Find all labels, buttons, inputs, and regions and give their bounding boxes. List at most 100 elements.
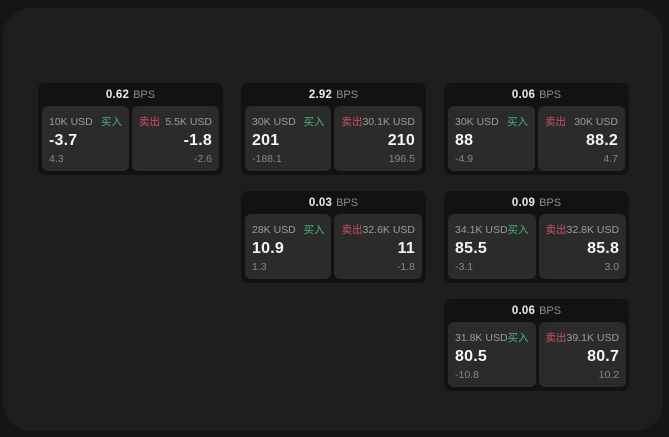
sell-delta: -2.6 xyxy=(193,153,212,165)
sell-panel[interactable]: 卖出 39.1K USD 80.7 10.2 xyxy=(538,322,627,387)
panels: 34.1K USD 买入 85.5 -3.1 卖出 32.8K USD 85.8… xyxy=(444,212,629,283)
sell-price: 88.2 xyxy=(586,132,618,150)
buy-panel-top: 34.1K USD 买入 xyxy=(455,222,529,237)
panels: 28K USD 买入 10.9 1.3 卖出 32.6K USD 11 -1.8 xyxy=(241,212,426,283)
buy-panel-top: 31.8K USD 买入 xyxy=(455,330,529,345)
buy-size: 34.1K USD xyxy=(455,223,508,236)
buy-panel-top: 30K USD 买入 xyxy=(252,114,324,129)
sell-label: 卖出 xyxy=(341,224,363,236)
sell-panel[interactable]: 卖出 30.1K USD 210 196.5 xyxy=(334,106,422,171)
panels: 31.8K USD 买入 80.5 -10.8 卖出 39.1K USD 80.… xyxy=(444,320,629,391)
buy-panel-top: 30K USD 买入 xyxy=(455,114,528,129)
quote-card: 0.03 BPS 28K USD 买入 10.9 1.3 卖出 32.6K US… xyxy=(241,191,426,283)
sell-label: 卖出 xyxy=(341,116,363,128)
buy-label: 买入 xyxy=(507,116,528,128)
buy-size: 31.8K USD xyxy=(455,331,508,344)
bps-value: 0.09 xyxy=(511,197,536,209)
sell-delta: 4.7 xyxy=(603,153,618,165)
buy-label: 买入 xyxy=(507,224,529,236)
sell-label: 卖出 xyxy=(545,332,567,344)
sell-size: 5.5K USD xyxy=(165,115,212,128)
buy-label: 买入 xyxy=(507,332,529,344)
card-header: 0.03 BPS xyxy=(241,191,426,212)
buy-panel[interactable]: 10K USD 买入 -3.7 4.3 xyxy=(42,106,129,171)
buy-price: -3.7 xyxy=(49,132,78,150)
buy-price: 201 xyxy=(252,132,280,150)
sell-label: 卖出 xyxy=(139,116,160,128)
sell-label: 卖出 xyxy=(545,116,566,128)
buy-size: 30K USD xyxy=(455,115,499,128)
bps-unit-label: BPS xyxy=(336,89,359,101)
sell-size: 30.1K USD xyxy=(362,115,415,128)
card-header: 0.62 BPS xyxy=(38,83,223,104)
sell-panel-top: 卖出 32.6K USD xyxy=(341,222,415,237)
sell-panel-top: 卖出 30.1K USD xyxy=(341,114,415,129)
bps-unit-label: BPS xyxy=(336,197,359,209)
sell-size: 30K USD xyxy=(574,115,618,128)
buy-size: 28K USD xyxy=(252,223,296,236)
sell-delta: -1.8 xyxy=(396,261,415,273)
bps-value: 0.03 xyxy=(308,197,333,209)
sell-delta: 3.0 xyxy=(604,261,620,273)
buy-price: 10.9 xyxy=(252,240,284,258)
sell-panel-top: 卖出 5.5K USD xyxy=(139,114,212,129)
sell-price: -1.8 xyxy=(183,132,212,150)
panels: 10K USD 买入 -3.7 4.3 卖出 5.5K USD -1.8 -2.… xyxy=(38,104,223,175)
sell-panel[interactable]: 卖出 30K USD 88.2 4.7 xyxy=(538,106,625,171)
buy-label: 买入 xyxy=(303,224,325,236)
buy-price: 85.5 xyxy=(455,240,487,258)
quote-card: 2.92 BPS 30K USD 买入 201 -188.1 卖出 30.1K … xyxy=(241,83,426,175)
sell-size: 39.1K USD xyxy=(566,331,620,344)
buy-panel[interactable]: 30K USD 买入 201 -188.1 xyxy=(245,106,332,171)
buy-panel[interactable]: 28K USD 买入 10.9 1.3 xyxy=(245,214,332,279)
sell-delta: 10.2 xyxy=(598,369,620,381)
buy-delta: 4.3 xyxy=(49,153,64,165)
buy-label: 买入 xyxy=(101,116,122,128)
buy-panel[interactable]: 30K USD 买入 88 -4.9 xyxy=(448,106,535,171)
sell-delta: 196.5 xyxy=(388,153,415,165)
card-header: 0.06 BPS xyxy=(444,83,629,104)
bps-unit-label: BPS xyxy=(539,89,562,101)
buy-delta: 1.3 xyxy=(252,261,267,273)
buy-delta: -188.1 xyxy=(252,153,282,165)
card-header: 0.06 BPS xyxy=(444,299,629,320)
quote-card: 0.06 BPS 30K USD 买入 88 -4.9 卖出 30K USD xyxy=(444,83,629,175)
panels: 30K USD 买入 88 -4.9 卖出 30K USD 88.2 4.7 xyxy=(444,104,629,175)
sell-size: 32.6K USD xyxy=(362,223,415,236)
buy-size: 30K USD xyxy=(252,115,296,128)
quote-card: 0.06 BPS 31.8K USD 买入 80.5 -10.8 卖出 39.1… xyxy=(444,299,629,391)
app-container: 0.62 BPS 10K USD 买入 -3.7 4.3 卖出 5.5K USD xyxy=(3,8,663,431)
card-header: 0.09 BPS xyxy=(444,191,629,212)
quote-grid: 0.62 BPS 10K USD 买入 -3.7 4.3 卖出 5.5K USD xyxy=(3,8,663,391)
panels: 30K USD 买入 201 -188.1 卖出 30.1K USD 210 1… xyxy=(241,104,426,175)
bps-unit-label: BPS xyxy=(539,197,562,209)
bps-value: 0.62 xyxy=(105,89,130,101)
sell-panel[interactable]: 卖出 32.6K USD 11 -1.8 xyxy=(334,214,422,279)
buy-delta: -4.9 xyxy=(455,153,474,165)
sell-panel[interactable]: 卖出 32.8K USD 85.8 3.0 xyxy=(538,214,627,279)
bps-unit-label: BPS xyxy=(539,305,562,317)
buy-size: 10K USD xyxy=(49,115,93,128)
quote-card: 0.09 BPS 34.1K USD 买入 85.5 -3.1 卖出 32.8K… xyxy=(444,191,629,283)
buy-price: 80.5 xyxy=(455,348,487,366)
buy-delta: -3.1 xyxy=(455,261,474,273)
buy-delta: -10.8 xyxy=(455,369,479,381)
sell-price: 80.7 xyxy=(587,348,620,366)
buy-panel-top: 10K USD 买入 xyxy=(49,114,122,129)
sell-price: 11 xyxy=(397,240,415,258)
sell-panel-top: 卖出 32.8K USD xyxy=(546,222,620,237)
buy-panel-top: 28K USD 买入 xyxy=(252,222,324,237)
bps-value: 0.06 xyxy=(511,305,536,317)
bps-unit-label: BPS xyxy=(133,89,156,101)
buy-panel[interactable]: 34.1K USD 买入 85.5 -3.1 xyxy=(448,214,536,279)
sell-panel-top: 卖出 39.1K USD xyxy=(546,330,620,345)
sell-price: 85.8 xyxy=(587,240,620,258)
buy-price: 88 xyxy=(455,132,474,150)
buy-label: 买入 xyxy=(303,116,325,128)
sell-price: 210 xyxy=(387,132,415,150)
buy-panel[interactable]: 31.8K USD 买入 80.5 -10.8 xyxy=(448,322,536,387)
quote-card: 0.62 BPS 10K USD 买入 -3.7 4.3 卖出 5.5K USD xyxy=(38,83,223,175)
bps-value: 0.06 xyxy=(511,89,536,101)
sell-panel[interactable]: 卖出 5.5K USD -1.8 -2.6 xyxy=(132,106,219,171)
card-header: 2.92 BPS xyxy=(241,83,426,104)
